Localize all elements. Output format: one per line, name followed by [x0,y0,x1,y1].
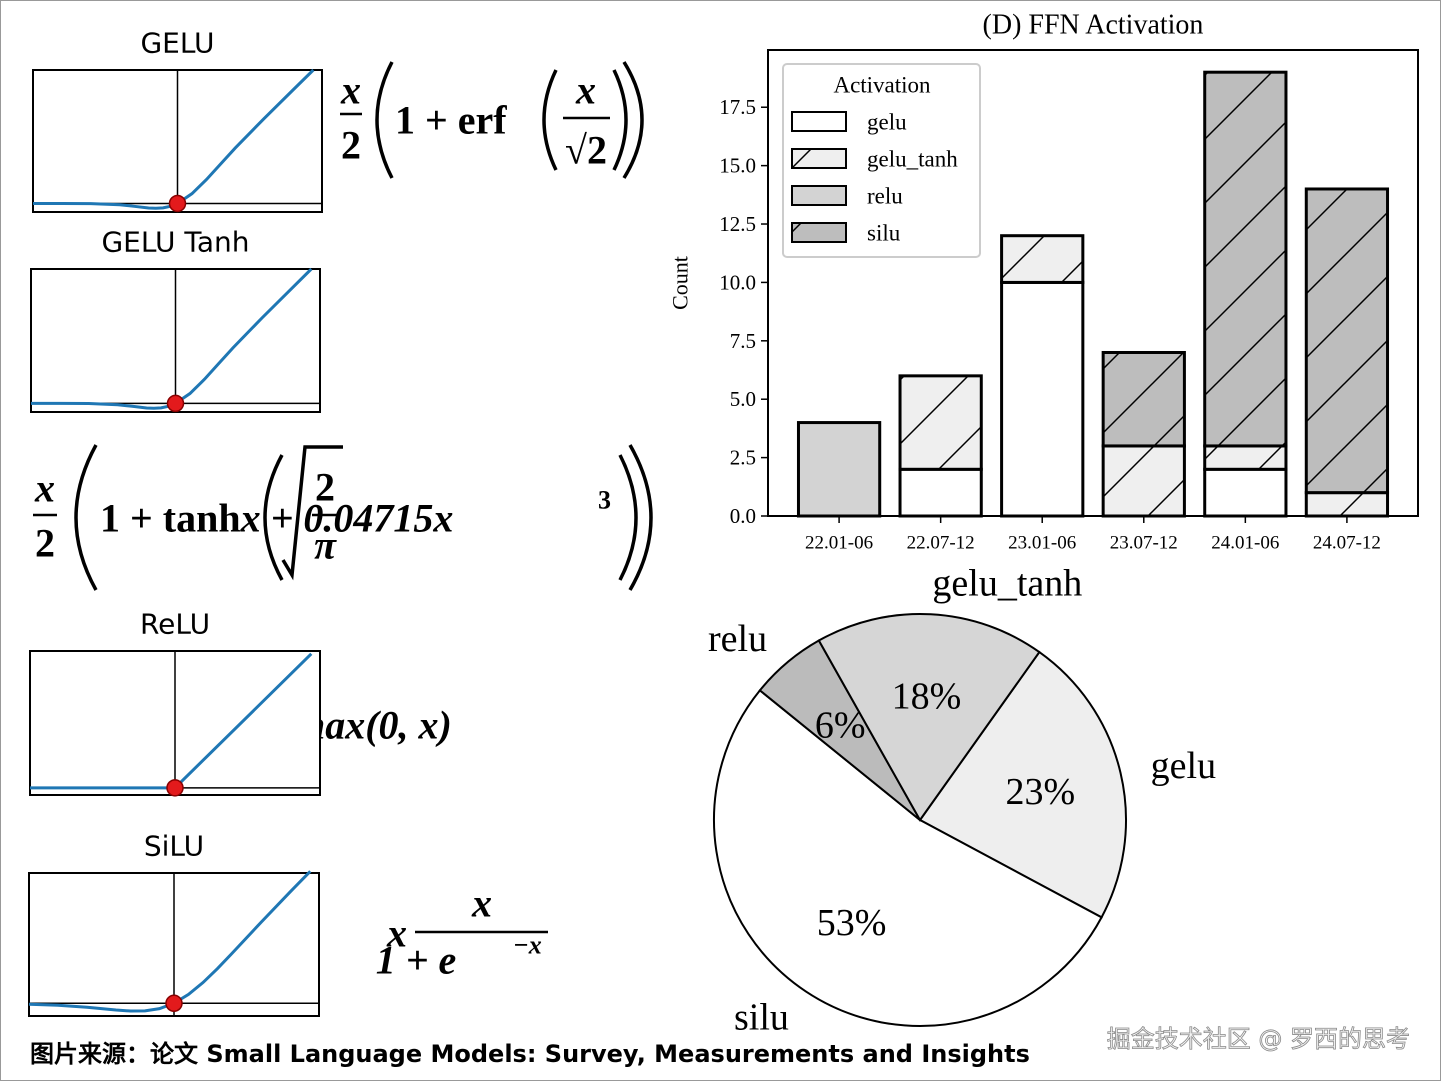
origin-marker [166,779,184,797]
bar-segment [1203,444,1288,471]
bar-segment [1101,444,1186,518]
x-tick-label: 22.01-06 [805,533,873,554]
x-tick-label: 24.07-12 [1313,533,1381,554]
sqrt-sign [281,445,343,581]
pie-value-label: 18% [892,676,962,718]
formula-text: √2 [565,128,607,173]
bar-segment [1101,350,1186,448]
pie-value-label: 6% [815,705,866,747]
y-tick-label: 0.0 [730,504,756,528]
formula-gelu: x 2 1 + erf x √2 [340,61,644,179]
bar-segment [1304,491,1390,518]
plot-title: SiLU [144,830,204,863]
bar-segment [1203,467,1288,518]
pie-slice [713,688,1103,1027]
pie-category-label: gelu [1151,745,1216,787]
bar-segment [898,374,983,471]
bar-segment [1000,234,1085,284]
formula-silu: x x 1 + e −x [376,881,548,983]
paren [542,69,558,171]
formula-text: x [471,881,492,926]
caption: 图片来源：论文 Small Language Models: Survey, M… [30,1040,1030,1068]
origin-marker [168,194,187,213]
x-tick-label: 23.07-12 [1110,533,1178,554]
x-tick-label: 24.01-06 [1211,533,1279,554]
formula-text: x + 0.04715x [240,496,454,541]
pie-slice [817,613,1041,822]
paren [628,444,653,591]
watermark: 掘金技术社区 @ 罗西的思考 [1107,1025,1410,1053]
plot-title: GELU Tanh [101,226,249,259]
legend-label: gelu_tanh [867,147,958,172]
formula-text: −x [513,931,542,960]
plot-title: GELU [140,27,214,60]
pie-category-label: silu [734,996,789,1038]
formula-text: 1 + e [376,938,457,983]
legend-swatch [791,185,847,206]
formula-text: 3 [598,486,611,515]
legend-label: silu [867,221,901,246]
formula-text: 2 [315,465,335,510]
x-tick-label: 23.01-06 [1008,533,1076,554]
pie-category-label: relu [708,618,767,660]
pie-value-label: 23% [1006,771,1076,813]
formula-text: x [575,68,596,113]
bar-segment [898,467,983,518]
y-tick-label: 15.0 [719,154,756,178]
chart-title: (D) FFN Activation [983,10,1204,41]
bar-segment [796,421,882,518]
paren [263,454,284,581]
y-axis-label: Count [668,256,693,310]
formula-text: π [314,523,337,568]
formula-text: x [34,466,55,511]
paren [612,69,628,171]
formula-text: 2 [35,521,55,566]
pie-slice [918,650,1127,919]
legend-title: Activation [833,73,931,98]
formula-text: 1 + tanh [100,496,241,541]
bar-segment [1304,187,1390,495]
origin-marker [165,994,183,1013]
formula-text: x [386,911,407,956]
pie-value-label: 53% [817,902,887,944]
formula-text: 2 [341,123,361,168]
legend-label: relu [867,184,903,209]
x-tick-label: 22.07-12 [907,533,975,554]
legend-swatch [791,111,847,132]
plot-frame [767,49,1419,517]
y-tick-label: 12.5 [719,212,756,236]
formula-gelu-tanh: x 2 1 + tanh 2 π x + 0.04715x 3 [33,444,653,591]
paren [375,61,394,179]
legend-label: gelu [867,110,907,135]
paren [622,61,644,179]
plot-title: ReLU [140,608,210,641]
paren [74,444,98,591]
paren [618,454,638,581]
y-tick-label: 5.0 [730,387,756,411]
formula-text: x [340,68,361,113]
y-tick-label: 2.5 [730,446,756,470]
y-tick-label: 17.5 [719,95,756,119]
formula-text: 1 + erf [395,98,507,143]
bar-segment [1000,280,1085,518]
bar-segment [1203,70,1288,448]
pie-category-label: gelu_tanh [932,562,1082,604]
y-tick-label: 10.0 [719,270,756,294]
legend-swatch [791,148,847,169]
origin-marker [166,394,185,413]
y-tick-label: 7.5 [730,329,756,353]
legend-swatch [791,222,847,243]
